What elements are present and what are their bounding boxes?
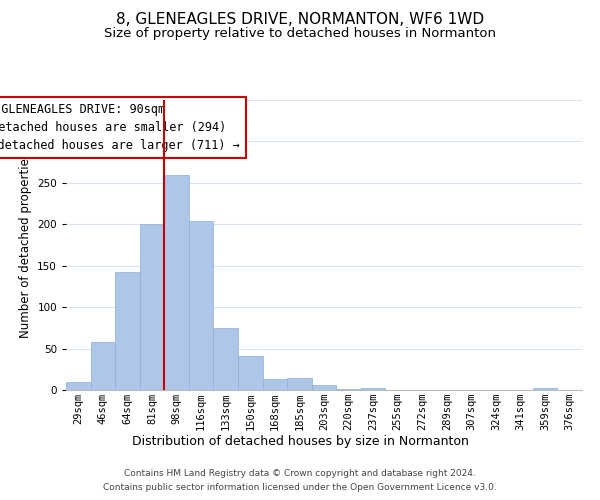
Bar: [214, 328, 238, 390]
Bar: [238, 356, 263, 390]
Bar: [66, 382, 91, 390]
Bar: [115, 272, 140, 390]
Text: 8, GLENEAGLES DRIVE, NORMANTON, WF6 1WD: 8, GLENEAGLES DRIVE, NORMANTON, WF6 1WD: [116, 12, 484, 28]
Bar: [361, 388, 385, 390]
Bar: [91, 342, 115, 390]
Bar: [287, 378, 312, 390]
Bar: [533, 388, 557, 390]
Bar: [263, 379, 287, 390]
Bar: [336, 389, 361, 390]
Bar: [312, 385, 336, 390]
Bar: [189, 221, 214, 390]
Bar: [140, 224, 164, 390]
Bar: [164, 174, 189, 390]
Text: Distribution of detached houses by size in Normanton: Distribution of detached houses by size …: [131, 435, 469, 448]
Text: Contains HM Land Registry data © Crown copyright and database right 2024.: Contains HM Land Registry data © Crown c…: [124, 468, 476, 477]
Text: 8 GLENEAGLES DRIVE: 90sqm
← 29% of detached houses are smaller (294)
70% of semi: 8 GLENEAGLES DRIVE: 90sqm ← 29% of detac…: [0, 103, 240, 152]
Text: Contains public sector information licensed under the Open Government Licence v3: Contains public sector information licen…: [103, 484, 497, 492]
Text: Size of property relative to detached houses in Normanton: Size of property relative to detached ho…: [104, 28, 496, 40]
Y-axis label: Number of detached properties: Number of detached properties: [19, 152, 32, 338]
